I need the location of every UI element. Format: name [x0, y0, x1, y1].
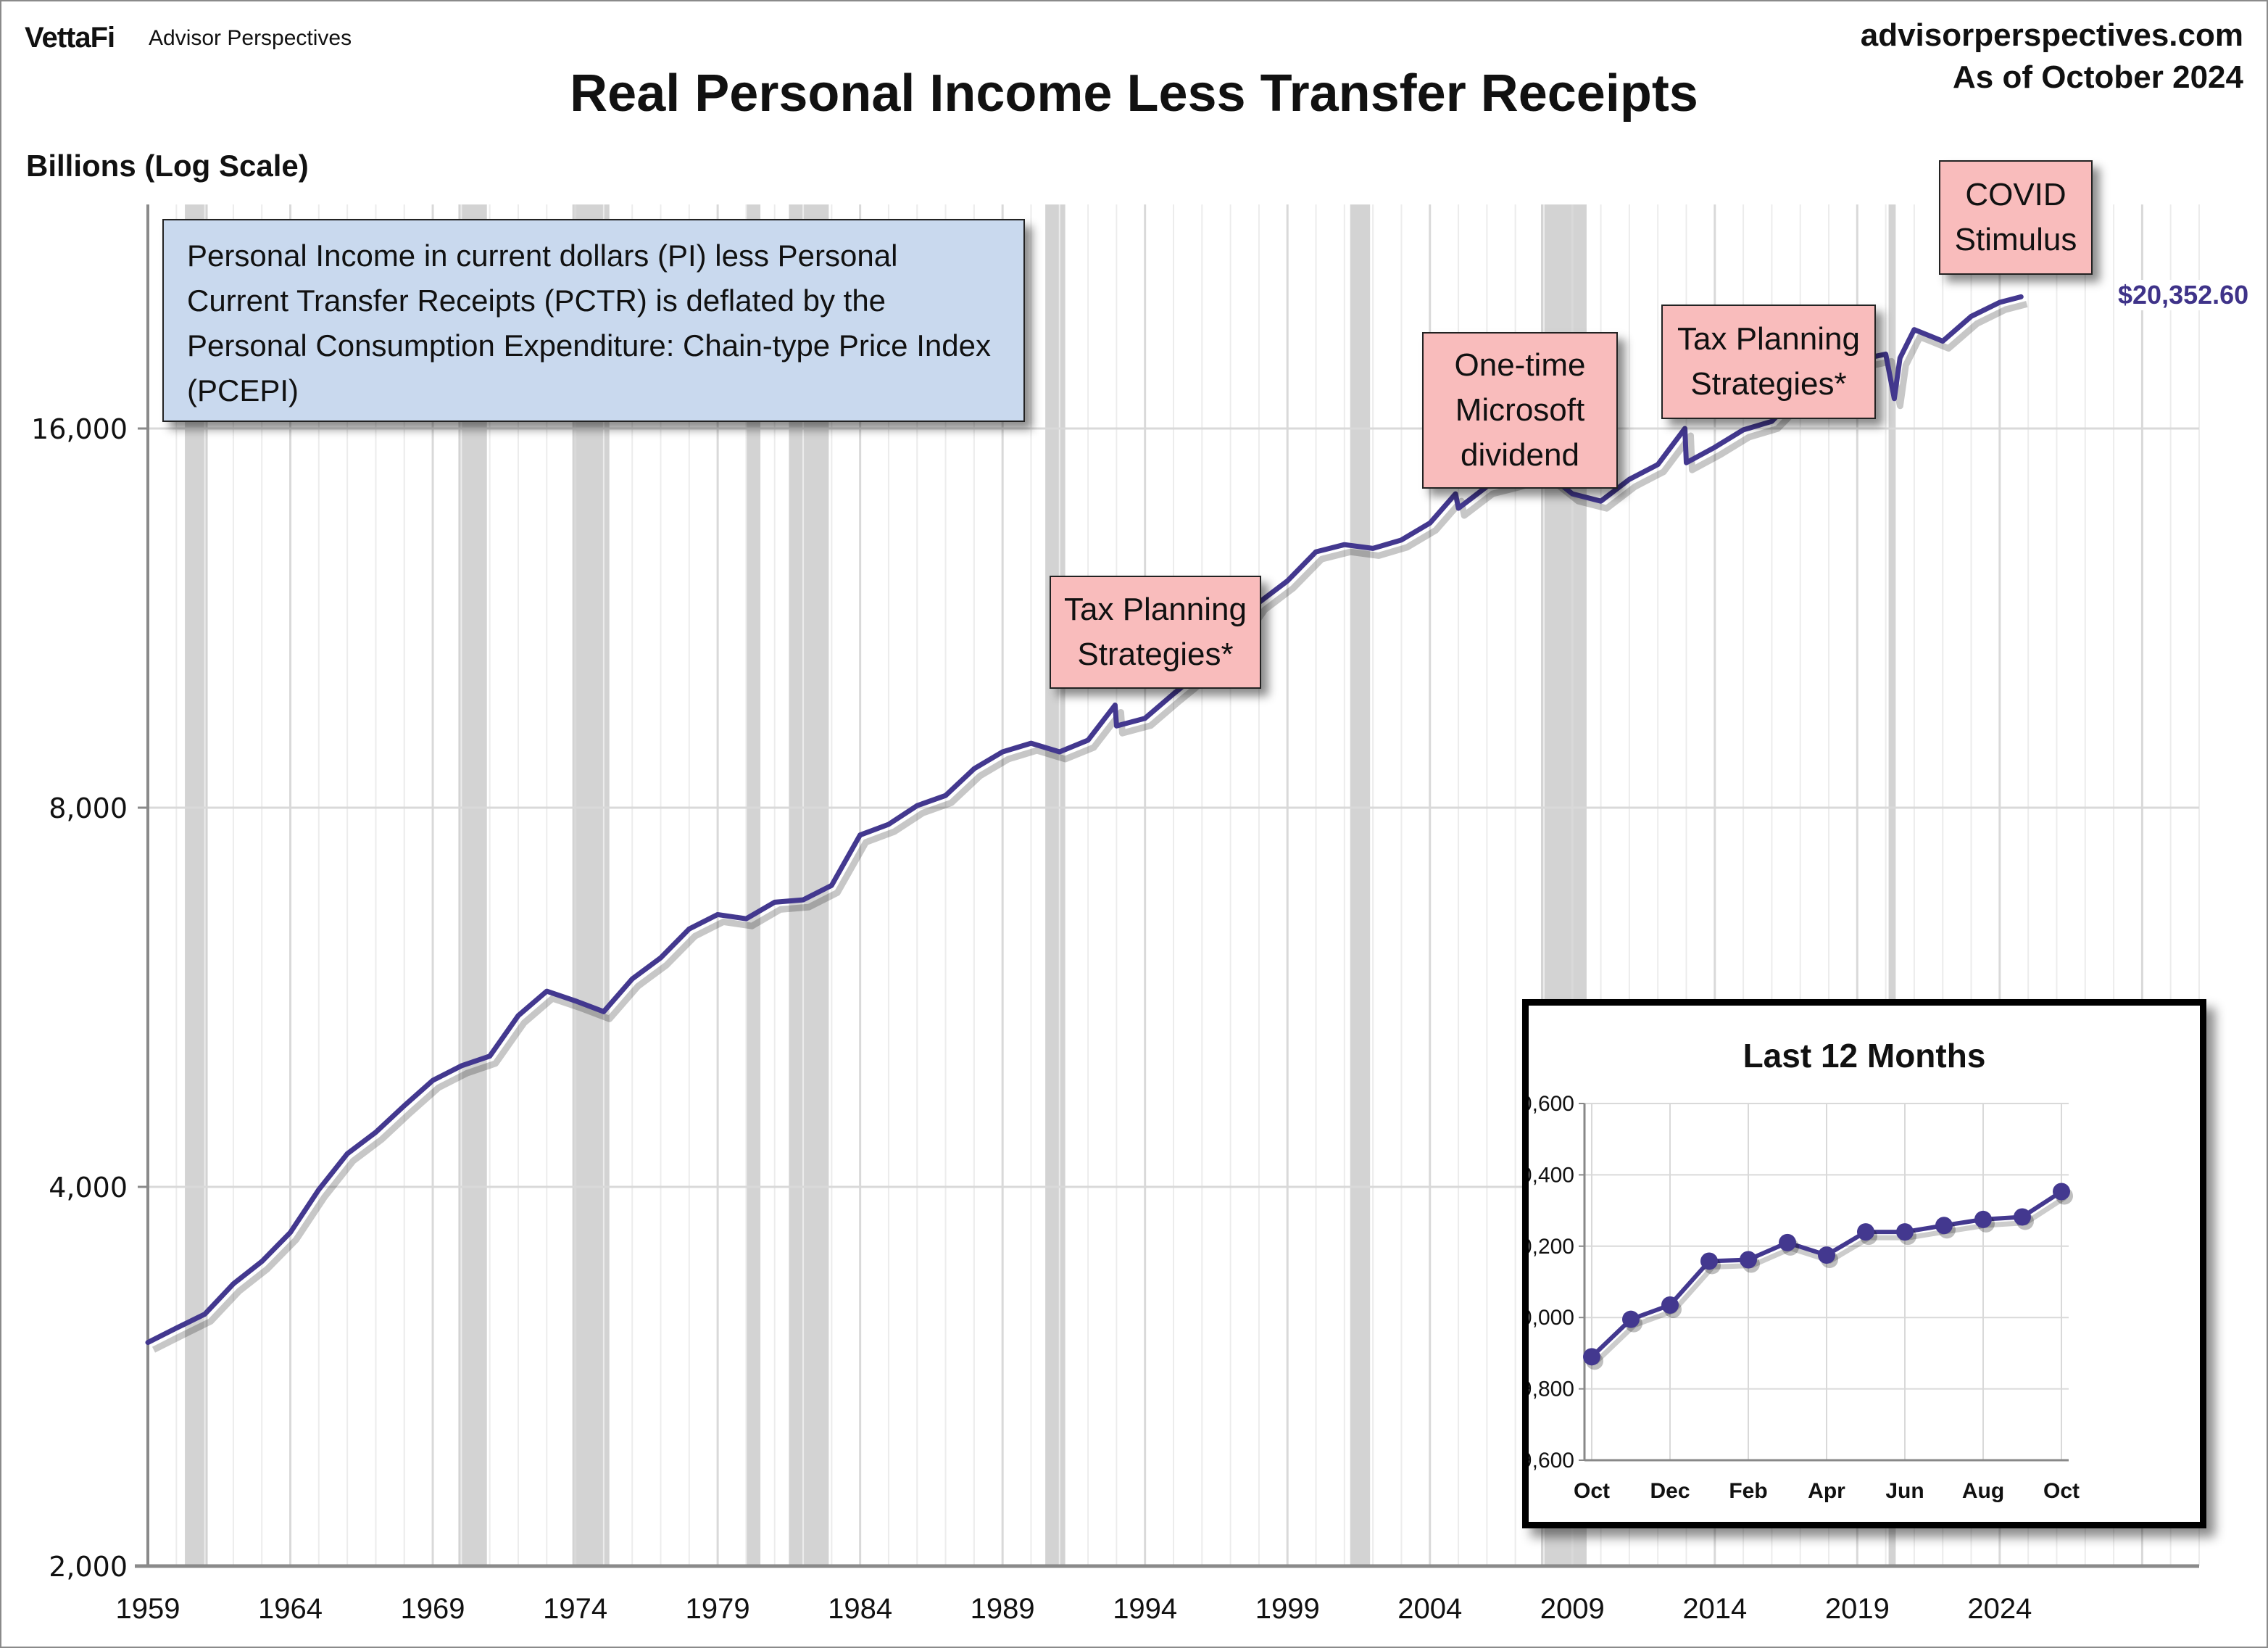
- annotation-line: dividend: [1461, 437, 1579, 473]
- inset-x-tick-label: Jun: [1885, 1479, 1924, 1503]
- site-url: advisorperspectives.com: [1860, 17, 2243, 53]
- x-tick-label: 1999: [1255, 1593, 1320, 1625]
- inset-data-point: [1857, 1223, 1874, 1241]
- series-line: [145, 294, 2028, 1353]
- inset-data-point: [1740, 1251, 1757, 1269]
- series-shadow: [151, 301, 2028, 1353]
- y-axis-label: Billions (Log Scale): [26, 149, 309, 183]
- annotation-line: Strategies*: [1077, 637, 1234, 672]
- x-tick-label: 1974: [543, 1593, 607, 1625]
- recession-band: [1350, 204, 1371, 1566]
- annotation-line: Strategies*: [1690, 366, 1847, 402]
- inset-data-point: [1896, 1223, 1914, 1241]
- x-tick-label: 1979: [686, 1593, 750, 1625]
- x-tick-label: 2009: [1540, 1593, 1605, 1625]
- x-tick-label: 2004: [1397, 1593, 1462, 1625]
- annotation-line: Microsoft: [1455, 392, 1585, 428]
- as-of-date: As of October 2024: [1952, 59, 2243, 95]
- series-line-path: [145, 294, 2024, 1346]
- inset-data-point: [1700, 1252, 1718, 1270]
- annotation-line: One-time: [1454, 347, 1586, 383]
- inset-data-point: [1622, 1310, 1640, 1328]
- inset-y-tick-label: 19,800: [1529, 1378, 1574, 1401]
- annotation-line: Tax Planning: [1064, 592, 1247, 627]
- inset-series-shadow: [1593, 1195, 2066, 1365]
- recession-band: [458, 204, 487, 1566]
- annotation-line: Stimulus: [1954, 222, 2077, 257]
- inset-y-tick-label: 20,600: [1529, 1092, 1574, 1116]
- inset-x-tick-label: Oct: [1574, 1479, 1610, 1503]
- annotation-microsoft-dividend: One-time Microsoft dividend: [1422, 332, 1618, 489]
- recession-band: [746, 204, 761, 1566]
- inset-data-point: [2014, 1208, 2031, 1226]
- brand-name: Advisor Perspectives: [149, 26, 352, 50]
- inset-x-tick-label: Dec: [1650, 1479, 1690, 1503]
- annotation-covid-stimulus: COVID Stimulus: [1939, 160, 2093, 275]
- inset-data-point: [1583, 1348, 1600, 1366]
- inset-y-tick-label: 20,400: [1529, 1163, 1574, 1187]
- annotation-line: Tax Planning: [1677, 321, 1860, 357]
- inset-data-point: [1779, 1233, 1796, 1251]
- inset-x-tick-label: Aug: [1962, 1479, 2004, 1503]
- annotation-line: COVID: [1965, 177, 2066, 212]
- recession-band: [185, 204, 208, 1566]
- inset-data-point: [1935, 1217, 1953, 1235]
- inset-title: Last 12 Months: [1742, 1037, 1986, 1074]
- y-tick-label: 8,000: [49, 792, 128, 824]
- x-tick-label: 1964: [258, 1593, 323, 1625]
- inset-chart: 19,600 19,800 20,000 20,200 20,400 20,600 Oct D…: [1529, 1092, 2080, 1503]
- x-tick-label: 1994: [1113, 1593, 1177, 1625]
- recession-band: [1045, 204, 1066, 1566]
- x-tick-label: 2019: [1825, 1593, 1890, 1625]
- inset-x-tick-label: Oct: [2043, 1479, 2080, 1503]
- inset-x-tick-label: Apr: [1808, 1479, 1845, 1503]
- inset-data-point: [1818, 1246, 1835, 1264]
- axes: 2,000 4,000 8,000 16,000 1959 1964 1969 1974 197…: [31, 204, 2199, 1625]
- inset-data-point: [2053, 1183, 2070, 1201]
- y-tick-label: 2,000: [49, 1551, 128, 1583]
- x-tick-label: 1969: [401, 1593, 465, 1625]
- x-tick-label: 1984: [828, 1593, 892, 1625]
- inset-y-tick-label: 20,000: [1529, 1306, 1574, 1330]
- recession-band: [789, 204, 829, 1566]
- annotation-tax-planning-1993: Tax Planning Strategies*: [1050, 576, 1261, 689]
- y-tick-label: 4,000: [49, 1172, 128, 1204]
- x-tick-label: 1959: [116, 1593, 180, 1625]
- inset-y-tick-label: 20,200: [1529, 1235, 1574, 1259]
- y-tick-label: 16,000: [31, 413, 128, 445]
- inset-data-point: [1974, 1210, 1992, 1228]
- inset-x-tick-label: Feb: [1729, 1479, 1767, 1503]
- methodology-note: Personal Income in current dollars (PI) …: [162, 219, 1025, 422]
- x-tick-label: 2014: [1682, 1593, 1747, 1625]
- chart-title: Real Personal Income Less Transfer Recei…: [570, 65, 1698, 123]
- x-tick-label: 2024: [1967, 1593, 2032, 1625]
- x-tick-label: 1989: [971, 1593, 1035, 1625]
- recession-band: [1888, 204, 1896, 1566]
- inset-last-12-months: Last 12 Months 19,600 19,800 20,000 20,200 2…: [1522, 999, 2206, 1528]
- annotation-tax-planning-2013: Tax Planning Strategies*: [1661, 305, 1876, 419]
- vettafi-logo: VettaFi: [25, 22, 115, 54]
- latest-value-label: $20,352.60: [2115, 280, 2252, 310]
- inset-y-tick-label: 19,600: [1529, 1449, 1574, 1473]
- inset-data-point: [1661, 1296, 1679, 1314]
